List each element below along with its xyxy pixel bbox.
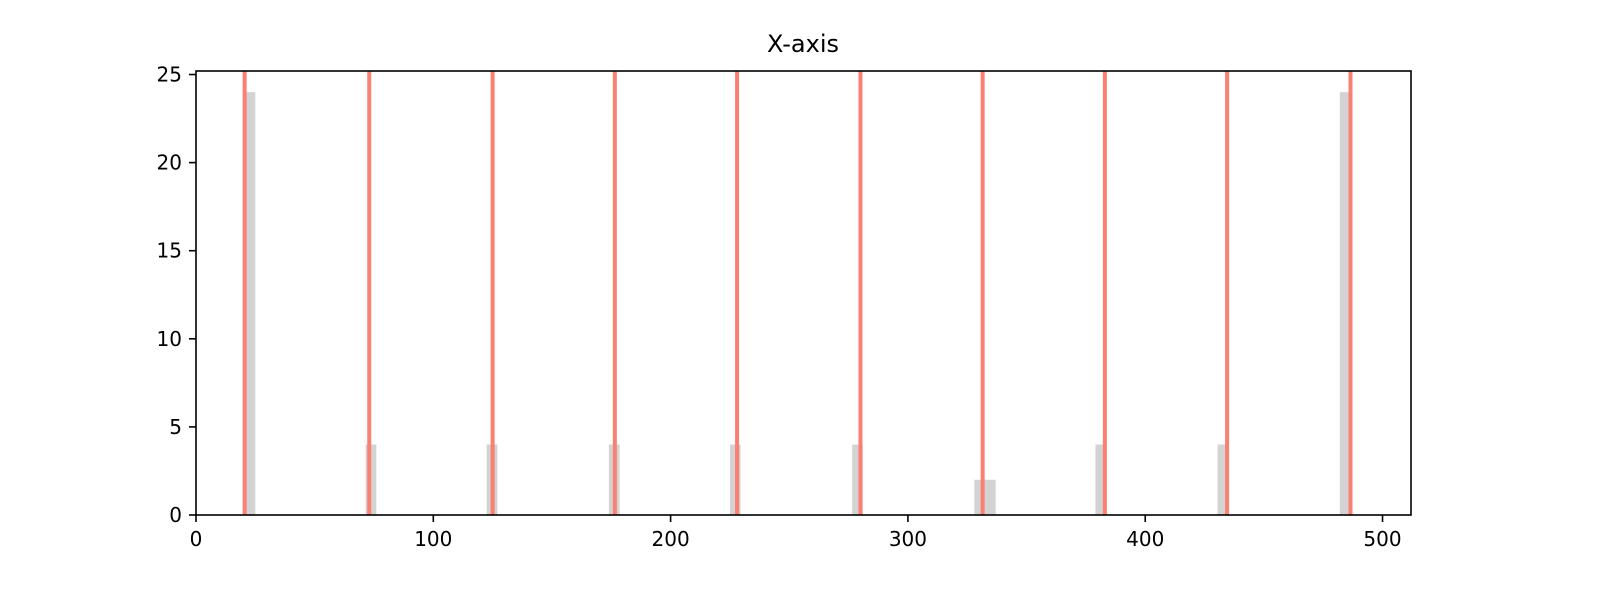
x-tick-label: 0 (190, 527, 203, 551)
y-tick-label: 20 (157, 151, 182, 175)
histogram-bar-1 (244, 92, 256, 516)
y-tick-label: 10 (157, 327, 182, 351)
histogram-bar-6 (852, 444, 863, 515)
chart-title: X-axis (767, 30, 839, 58)
y-axis-ticks: 0 5 10 15 20 25 (157, 63, 196, 527)
x-tick-label: 100 (414, 527, 452, 551)
histogram-bar-7 (974, 479, 996, 515)
histogram-bar-10 (1339, 92, 1351, 516)
axes-frame (195, 70, 1412, 516)
x-tick-label: 400 (1126, 527, 1164, 551)
x-axis-ticks: 0 100 200 300 400 500 (190, 515, 1402, 551)
x-tick-label: 500 (1363, 527, 1401, 551)
y-tick-label: 15 (157, 239, 182, 263)
y-tick-label: 25 (157, 63, 182, 87)
histogram-bar-8 (1095, 444, 1107, 515)
x-tick-label: 300 (889, 527, 927, 551)
histogram-bar-9 (1217, 444, 1229, 515)
y-tick-label: 5 (169, 415, 182, 439)
x-tick-label: 200 (652, 527, 690, 551)
y-tick-label: 0 (169, 503, 182, 527)
plot-area (242, 71, 1353, 516)
